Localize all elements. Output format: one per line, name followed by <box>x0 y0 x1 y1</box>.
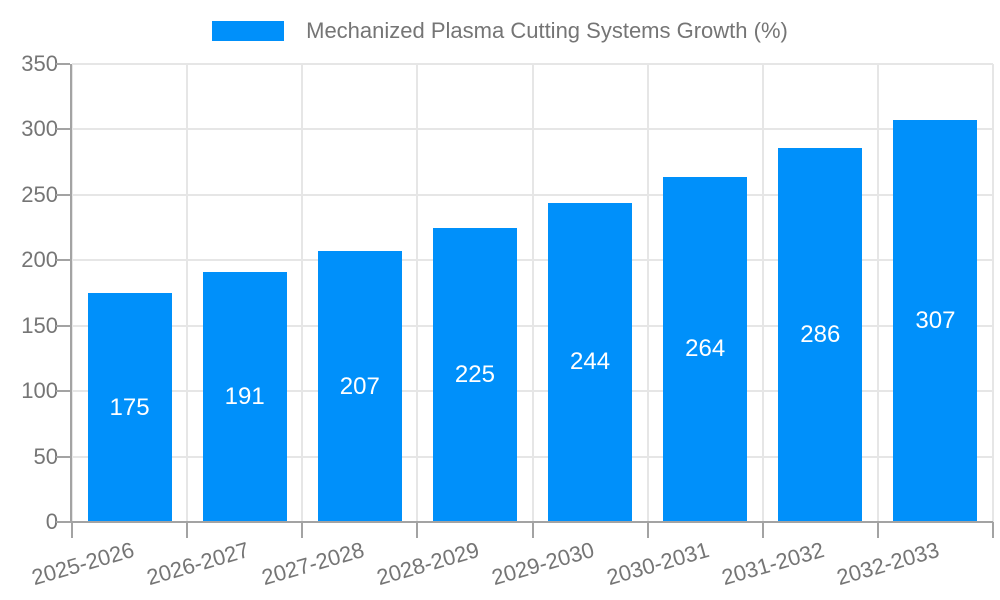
x-tick-mark <box>71 522 73 538</box>
legend-swatch <box>212 21 285 41</box>
x-tick-mark <box>301 522 304 538</box>
x-tick-mark <box>186 522 189 538</box>
gridline-vertical <box>186 64 189 522</box>
y-tick-mark <box>56 324 70 327</box>
bar-value-label: 244 <box>570 348 611 376</box>
x-tick-mark <box>992 522 994 538</box>
y-tick-label: 0 <box>45 509 58 534</box>
y-tick-mark <box>56 521 70 523</box>
y-tick-label: 350 <box>21 51 58 76</box>
gridline-vertical <box>71 64 73 522</box>
gridline-vertical <box>531 64 534 522</box>
bar-2028-2029[interactable]: 225 <box>432 227 517 522</box>
y-tick-mark <box>56 193 70 196</box>
y-tick-label: 300 <box>21 116 58 142</box>
y-tick-label: 100 <box>21 378 58 404</box>
x-tick-mark <box>416 522 419 538</box>
x-tick-mark <box>761 522 764 538</box>
x-tick-mark <box>531 522 534 538</box>
bar-value-label: 286 <box>800 320 841 348</box>
gridline-vertical <box>876 64 879 522</box>
y-tick-label: 200 <box>21 247 58 273</box>
y-tick-mark <box>56 259 70 262</box>
bar-2032-2033[interactable]: 307 <box>893 120 978 522</box>
gridline-vertical <box>761 64 764 522</box>
bar-value-label: 175 <box>109 393 150 421</box>
x-tick-mark <box>876 522 879 538</box>
gridline-vertical <box>416 64 419 522</box>
x-tick-mark <box>646 522 649 538</box>
y-axis-labels: 0 50 100 150 200 250 300 350 <box>0 53 58 533</box>
bar-2029-2030[interactable]: 244 <box>548 202 633 522</box>
bar-value-label: 307 <box>915 307 956 335</box>
bar-value-label: 225 <box>454 360 495 388</box>
y-tick-label: 150 <box>21 312 58 338</box>
bar-2025-2026[interactable]: 175 <box>87 293 172 522</box>
bar-value-label: 264 <box>685 335 726 363</box>
bar-2031-2032[interactable]: 286 <box>778 147 863 522</box>
gridline-vertical <box>992 64 994 522</box>
bar-value-label: 191 <box>224 383 265 411</box>
gridline-vertical <box>646 64 649 522</box>
y-axis-line <box>70 64 72 523</box>
y-tick-mark <box>56 455 70 458</box>
y-tick-label: 50 <box>33 443 58 469</box>
y-tick-mark <box>56 390 70 393</box>
legend-item[interactable]: Mechanized Plasma Cutting Systems Growth… <box>0 18 1000 44</box>
bar-2027-2028[interactable]: 207 <box>317 251 402 522</box>
bar-2026-2027[interactable]: 191 <box>202 272 287 522</box>
y-tick-mark <box>56 63 70 65</box>
y-tick-label: 250 <box>21 181 58 207</box>
chart-title: Mechanized Plasma Cutting Systems Growth… <box>306 18 788 43</box>
plot-area: 175 191 207 225 244 264 286 307 <box>71 63 994 523</box>
bar-value-label: 207 <box>339 372 380 400</box>
y-tick-mark <box>56 128 70 131</box>
bar-2030-2031[interactable]: 264 <box>663 176 748 522</box>
gridline-vertical <box>301 64 304 522</box>
